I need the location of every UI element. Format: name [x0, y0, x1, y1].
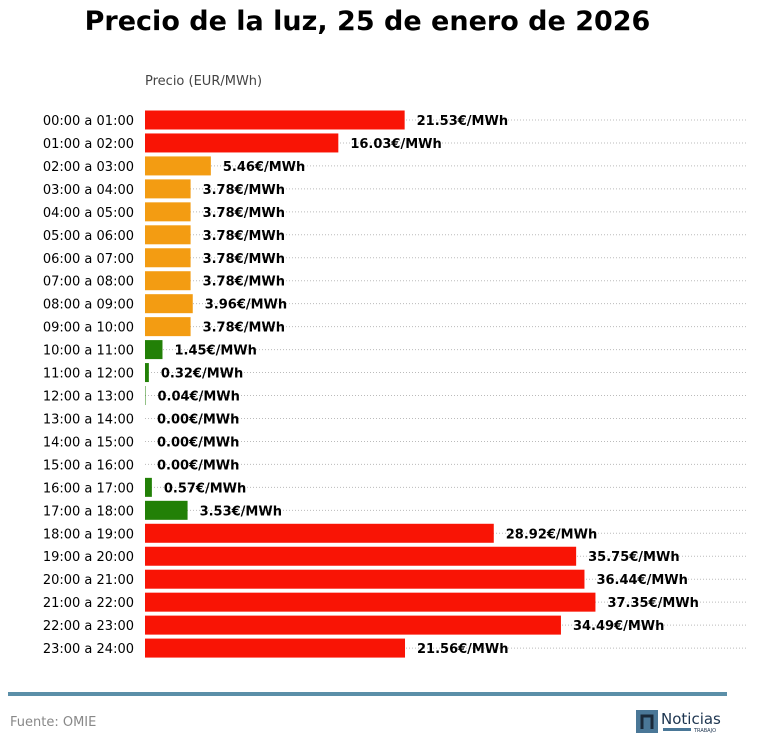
data-label: 21.53€/MWh [417, 114, 508, 129]
category-label: 12:00 a 13:00 [43, 390, 134, 405]
svg-text:TRABAJO: TRABAJO [693, 728, 716, 734]
data-label: 28.92€/MWh [506, 527, 597, 542]
category-label: 06:00 a 07:00 [43, 252, 134, 267]
category-label: 05:00 a 06:00 [43, 229, 134, 244]
category-label: 20:00 a 21:00 [43, 573, 134, 588]
bar [145, 248, 191, 268]
data-label: 37.35€/MWh [607, 596, 698, 611]
data-label: 3.78€/MWh [203, 229, 285, 244]
data-label: 35.75€/MWh [588, 550, 679, 565]
bar [145, 317, 191, 337]
bar [145, 523, 494, 543]
data-label: 3.78€/MWh [203, 183, 285, 198]
noticias-trabajo-logo: Noticias TRABAJO [636, 710, 721, 734]
bar [145, 569, 585, 589]
bar [145, 225, 191, 245]
category-label: 08:00 a 09:00 [43, 298, 134, 313]
data-label: 3.53€/MWh [200, 504, 282, 519]
data-label: 1.45€/MWh [174, 344, 256, 359]
bar [145, 133, 339, 153]
data-label: 3.78€/MWh [203, 321, 285, 336]
category-label: 07:00 a 08:00 [43, 275, 134, 290]
category-label: 17:00 a 18:00 [43, 504, 134, 519]
svg-text:Noticias: Noticias [661, 710, 721, 728]
bar [145, 110, 405, 130]
bar-chart: 00:00 a 01:00 21.53€/MWh 01:00 a 02:00 16.0… [43, 110, 748, 658]
category-label: 23:00 a 24:00 [43, 642, 134, 657]
category-label: 14:00 a 15:00 [43, 435, 134, 450]
data-label: 36.44€/MWh [596, 573, 687, 588]
data-label: 3.96€/MWh [205, 298, 287, 313]
source-text: Fuente: OMIE [10, 715, 97, 730]
category-label: 04:00 a 05:00 [43, 206, 134, 221]
bar [145, 363, 149, 383]
data-label: 3.78€/MWh [203, 206, 285, 221]
chart-title: Precio de la luz, 25 de enero de 2026 [84, 6, 651, 37]
data-label: 5.46€/MWh [223, 160, 305, 175]
bar [145, 592, 596, 612]
bar [145, 156, 211, 176]
axis-label: Precio (EUR/MWh) [145, 74, 263, 89]
category-label: 03:00 a 04:00 [43, 183, 134, 198]
category-label: 15:00 a 16:00 [43, 458, 134, 473]
category-label: 22:00 a 23:00 [43, 619, 134, 634]
bar [145, 179, 191, 199]
bar [145, 638, 406, 658]
category-label: 21:00 a 22:00 [43, 596, 134, 611]
bar [145, 294, 193, 314]
data-label: 0.32€/MWh [161, 367, 243, 382]
category-label: 00:00 a 01:00 [43, 114, 134, 129]
bar [145, 340, 163, 360]
bar [145, 615, 561, 635]
category-label: 11:00 a 12:00 [43, 367, 134, 382]
category-label: 13:00 a 14:00 [43, 412, 134, 427]
category-label: 10:00 a 11:00 [43, 344, 134, 359]
bar [145, 202, 191, 222]
bar [145, 546, 577, 566]
data-label: 16.03€/MWh [350, 137, 441, 152]
category-label: 16:00 a 17:00 [43, 481, 134, 496]
data-label: 0.00€/MWh [157, 435, 239, 450]
data-label: 3.78€/MWh [203, 252, 285, 267]
bar [145, 500, 188, 520]
category-label: 18:00 a 19:00 [43, 527, 134, 542]
category-label: 09:00 a 10:00 [43, 321, 134, 336]
footer-divider [8, 692, 727, 696]
bar [145, 271, 191, 291]
data-label: 0.00€/MWh [157, 458, 239, 473]
data-label: 0.04€/MWh [157, 390, 239, 405]
data-label: 3.78€/MWh [203, 275, 285, 290]
data-label: 21.56€/MWh [417, 642, 508, 657]
data-label: 34.49€/MWh [573, 619, 664, 634]
category-label: 02:00 a 03:00 [43, 160, 134, 175]
data-label: 0.57€/MWh [164, 481, 246, 496]
bar [145, 477, 152, 497]
data-label: 0.00€/MWh [157, 412, 239, 427]
category-label: 19:00 a 20:00 [43, 550, 134, 565]
category-label: 01:00 a 02:00 [43, 137, 134, 152]
